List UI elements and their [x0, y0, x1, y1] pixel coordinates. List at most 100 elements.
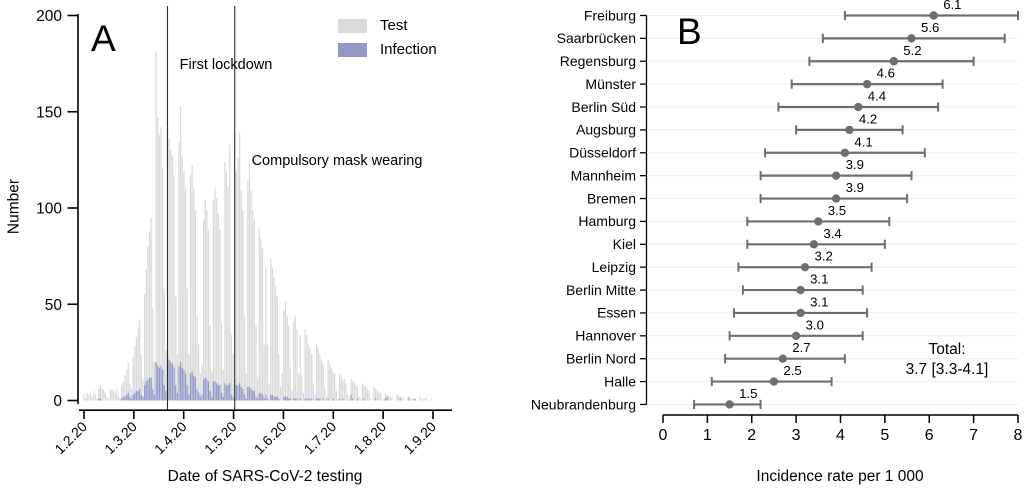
panel-a-legend: Test Infection: [338, 17, 437, 58]
forest-row: 4.2: [795, 111, 904, 135]
panel-b-forest-plot: Freiburg Saarbrücken Regensburg Münster Berl…: [531, 0, 1023, 444]
forest-row: 3.0: [728, 317, 864, 341]
forest-row: 3.1: [741, 272, 864, 295]
forest-rows: 6.15.65.24.64.44.24.13.93.93.53.43.23.13…: [693, 0, 1019, 410]
infection-color-swatch: [338, 43, 367, 57]
svg-text:Berlin Mitte: Berlin Mitte: [566, 282, 636, 298]
svg-text:1.2.20: 1.2.20: [51, 418, 90, 457]
forest-row: 4.6: [790, 66, 944, 89]
forest-row: 4.4: [777, 89, 940, 112]
svg-text:3.5: 3.5: [828, 203, 846, 218]
forest-row: 5.6: [821, 20, 1006, 43]
total-annotation: Total: 3.7 [3.3-4.1]: [847, 340, 1033, 379]
svg-text:2.7: 2.7: [792, 340, 810, 355]
forest-row: 3.4: [746, 226, 886, 249]
forest-row: 3.1: [733, 294, 869, 318]
svg-text:5.2: 5.2: [903, 43, 921, 58]
panel-b-x-axis: 0 1 2 3 4 5 6 7 8: [659, 414, 1023, 444]
event-label-mask-wearing: Compulsory mask wearing: [251, 153, 423, 169]
svg-text:5: 5: [880, 427, 889, 444]
svg-text:Essen: Essen: [597, 305, 636, 321]
svg-text:1.7.20: 1.7.20: [301, 418, 340, 457]
svg-text:1.8.20: 1.8.20: [350, 418, 389, 457]
svg-text:Mannheim: Mannheim: [571, 167, 636, 183]
svg-text:Berlin Nord: Berlin Nord: [566, 351, 636, 367]
svg-text:Kiel: Kiel: [613, 236, 636, 252]
panel-b-x-axis-title: Incidence rate per 1 000: [756, 468, 924, 485]
svg-text:Saarbrücken: Saarbrücken: [557, 30, 636, 46]
total-label: Total:: [928, 341, 966, 358]
forest-row: 6.1: [843, 0, 1019, 21]
svg-text:5.6: 5.6: [921, 20, 939, 35]
forest-row: 1.5: [693, 386, 762, 410]
svg-text:Düsseldorf: Düsseldorf: [569, 145, 636, 161]
svg-text:Bremen: Bremen: [587, 190, 636, 206]
svg-text:4.4: 4.4: [868, 89, 886, 104]
svg-text:1.6.20: 1.6.20: [251, 418, 290, 457]
svg-text:Hamburg: Hamburg: [578, 213, 636, 229]
svg-text:4.1: 4.1: [854, 134, 872, 149]
svg-text:Hannover: Hannover: [575, 328, 636, 344]
panel-a-y-axis: 0 50 100 150 200: [36, 8, 79, 410]
panel-b-letter: B: [677, 11, 702, 52]
svg-text:200: 200: [36, 8, 62, 25]
svg-text:2: 2: [747, 427, 756, 444]
svg-text:0: 0: [53, 393, 62, 410]
legend-label-infection: Infection: [380, 41, 437, 58]
svg-text:3.9: 3.9: [846, 180, 864, 195]
legend-row-infection: Infection: [338, 41, 437, 58]
panel-a-letter: A: [91, 18, 116, 59]
svg-text:3.4: 3.4: [823, 226, 841, 241]
panel-a-histogram: 0 50 100 150 200 1.2.20 1.3.20 1.4.20 1.5.20 1.6.…: [36, 6, 452, 457]
svg-text:1: 1: [703, 427, 712, 444]
forest-row: 3.9: [759, 157, 913, 181]
legend-label-test: Test: [380, 17, 408, 34]
forest-row: 5.2: [808, 43, 975, 66]
svg-text:1.4.20: 1.4.20: [151, 418, 190, 457]
svg-text:6.1: 6.1: [943, 0, 961, 12]
panel-b-category-axis: Freiburg Saarbrücken Regensburg Münster Berl…: [531, 7, 648, 412]
svg-text:3.1: 3.1: [810, 294, 828, 309]
svg-text:2.5: 2.5: [783, 363, 801, 378]
svg-text:0: 0: [659, 427, 668, 444]
svg-text:Halle: Halle: [604, 373, 636, 389]
panel-a-x-axis-title: Date of SARS-CoV-2 testing: [167, 468, 363, 485]
svg-text:6: 6: [925, 427, 934, 444]
svg-text:3.0: 3.0: [806, 317, 824, 332]
svg-text:3.1: 3.1: [810, 272, 828, 287]
event-lines: [166, 6, 236, 410]
svg-text:4.2: 4.2: [859, 111, 877, 126]
panel-a-x-axis: 1.2.20 1.3.20 1.4.20 1.5.20 1.6.20 1.7.20 1.8.…: [51, 409, 452, 457]
forest-row: 3.5: [746, 203, 891, 227]
svg-text:4.6: 4.6: [877, 66, 895, 81]
svg-text:1.9.20: 1.9.20: [400, 418, 439, 457]
forest-row: 2.5: [710, 363, 833, 387]
svg-text:Augsburg: Augsburg: [576, 122, 636, 138]
svg-text:Regensburg: Regensburg: [560, 53, 636, 69]
forest-row: 2.7: [724, 340, 846, 364]
svg-text:1.5: 1.5: [739, 386, 757, 401]
svg-text:3.2: 3.2: [815, 249, 833, 264]
panel-a-y-axis-title: Number: [5, 178, 23, 235]
svg-text:3: 3: [792, 427, 801, 444]
infection-bars: [98, 356, 416, 401]
svg-text:8: 8: [1014, 427, 1023, 444]
svg-text:Freiburg: Freiburg: [584, 7, 636, 23]
svg-text:150: 150: [36, 104, 62, 121]
forest-row: 4.1: [764, 134, 926, 158]
svg-text:Neubrandenburg: Neubrandenburg: [531, 396, 636, 412]
total-value: 3.7 [3.3-4.1]: [905, 360, 989, 378]
event-label-first-lockdown: First lockdown: [179, 57, 273, 73]
forest-row: 3.2: [737, 249, 873, 272]
svg-text:Leipzig: Leipzig: [592, 259, 636, 275]
forest-row: 3.9: [759, 180, 909, 204]
svg-text:4: 4: [836, 427, 845, 444]
svg-text:Münster: Münster: [585, 76, 636, 92]
svg-text:1.5.20: 1.5.20: [201, 418, 240, 457]
svg-text:1.3.20: 1.3.20: [101, 418, 140, 457]
svg-text:50: 50: [45, 297, 63, 314]
svg-text:100: 100: [36, 201, 62, 218]
svg-text:7: 7: [969, 427, 978, 444]
